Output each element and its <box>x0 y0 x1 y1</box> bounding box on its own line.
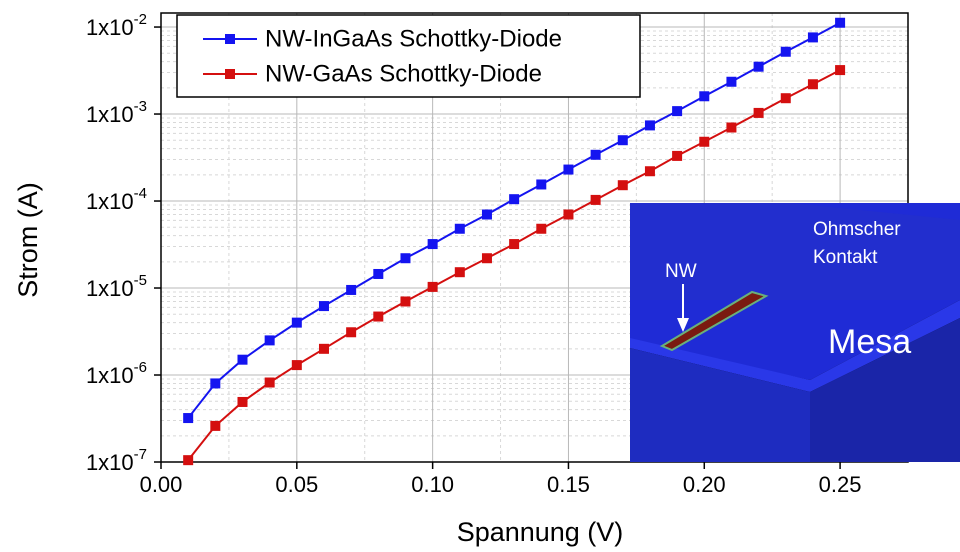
marker <box>726 77 736 87</box>
marker <box>699 91 709 101</box>
marker <box>210 378 220 388</box>
inset-label: NW <box>665 261 697 282</box>
marker <box>482 253 492 263</box>
marker <box>808 32 818 42</box>
marker <box>699 137 709 147</box>
marker <box>645 120 655 130</box>
y-tick-label: 1x10-2 <box>86 11 147 40</box>
legend-marker <box>225 69 235 79</box>
marker <box>373 269 383 279</box>
y-tick-label: 1x10-4 <box>86 185 147 214</box>
marker <box>319 301 329 311</box>
marker <box>672 106 682 116</box>
marker <box>428 282 438 292</box>
marker <box>428 239 438 249</box>
marker <box>672 151 682 161</box>
marker <box>563 165 573 175</box>
marker <box>726 123 736 133</box>
marker <box>346 285 356 295</box>
marker <box>292 360 302 370</box>
marker <box>346 327 356 337</box>
legend-label: NW-GaAs Schottky-Diode <box>265 60 542 87</box>
marker <box>591 195 601 205</box>
x-tick-label: 0.10 <box>411 472 454 497</box>
marker <box>292 318 302 328</box>
x-tick-label: 0.00 <box>140 472 183 497</box>
marker <box>754 108 764 118</box>
marker <box>618 135 628 145</box>
marker <box>781 93 791 103</box>
marker <box>210 421 220 431</box>
y-tick-label: 1x10-6 <box>86 359 147 388</box>
marker <box>183 455 193 465</box>
marker <box>265 335 275 345</box>
marker <box>237 397 247 407</box>
x-tick-label: 0.15 <box>547 472 590 497</box>
marker <box>645 166 655 176</box>
marker <box>754 62 764 72</box>
marker <box>509 239 519 249</box>
y-tick-label: 1x10-5 <box>86 272 147 301</box>
y-axis-label: Strom (A) <box>13 182 43 298</box>
marker <box>563 209 573 219</box>
inset-label: Mesa <box>828 323 911 361</box>
marker <box>536 224 546 234</box>
marker <box>237 355 247 365</box>
marker <box>509 194 519 204</box>
marker <box>183 413 193 423</box>
marker <box>455 267 465 277</box>
inset-plane-dark <box>630 203 960 300</box>
x-tick-label: 0.20 <box>683 472 726 497</box>
marker <box>482 209 492 219</box>
legend-marker <box>225 34 235 44</box>
marker <box>781 47 791 57</box>
chart: Spannung (V) Strom (A) 0.00 0.05 0.10 0.15 0… <box>0 0 960 552</box>
legend-label: NW-InGaAs Schottky-Diode <box>265 25 562 52</box>
marker <box>455 224 465 234</box>
marker <box>536 179 546 189</box>
x-tick-label: 0.05 <box>275 472 318 497</box>
marker <box>265 378 275 388</box>
marker <box>835 65 845 75</box>
marker <box>400 296 410 306</box>
marker <box>373 312 383 322</box>
marker <box>618 180 628 190</box>
marker <box>591 150 601 160</box>
marker <box>400 253 410 263</box>
x-tick-label: 0.25 <box>819 472 862 497</box>
y-tick-label: 1x10-7 <box>86 446 147 475</box>
marker <box>319 344 329 354</box>
y-tick-label: 1x10-3 <box>86 98 147 127</box>
marker <box>808 79 818 89</box>
x-axis-label: Spannung (V) <box>457 517 624 547</box>
marker <box>835 18 845 28</box>
